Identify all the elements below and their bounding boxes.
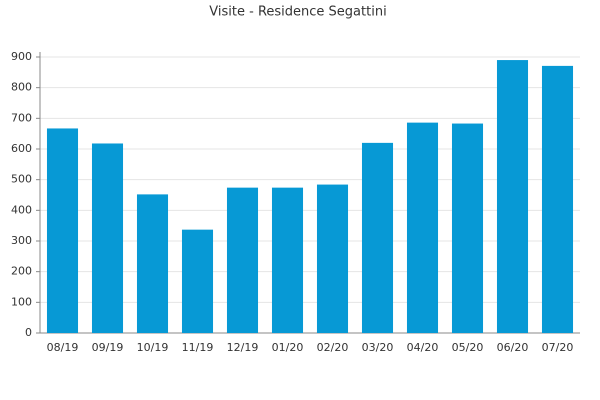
bar — [496, 60, 529, 334]
x-tick-label: 12/19 — [227, 341, 259, 354]
y-tick-label: 400 — [11, 203, 32, 216]
y-tick-label: 500 — [11, 173, 32, 186]
bar — [91, 143, 124, 333]
bar — [136, 194, 169, 333]
x-tick-label: 06/20 — [497, 341, 529, 354]
x-tick-label: 10/19 — [137, 341, 169, 354]
x-tick-label: 05/20 — [452, 341, 484, 354]
y-tick-label: 200 — [11, 265, 32, 278]
bar — [361, 142, 394, 333]
x-tick-label: 11/19 — [182, 341, 214, 354]
y-tick-label: 700 — [11, 111, 32, 124]
x-tick-label: 09/19 — [92, 341, 124, 354]
x-tick-label: 07/20 — [542, 341, 574, 354]
y-tick-label: 900 — [11, 50, 32, 63]
x-tick-label: 04/20 — [407, 341, 439, 354]
bar — [541, 65, 574, 333]
bar — [226, 187, 259, 333]
x-tick-label: 02/20 — [317, 341, 349, 354]
bar — [451, 123, 484, 334]
x-tick-label: 03/20 — [362, 341, 394, 354]
x-tick-label: 01/20 — [272, 341, 304, 354]
bar — [316, 184, 349, 333]
bar — [406, 122, 439, 333]
x-tick-label: 08/19 — [47, 341, 79, 354]
y-tick-label: 0 — [25, 326, 32, 339]
y-tick-label: 800 — [11, 81, 32, 94]
bar — [271, 187, 304, 333]
bar — [181, 229, 214, 333]
y-tick-label: 300 — [11, 234, 32, 247]
y-tick-label: 600 — [11, 142, 32, 155]
y-tick-label: 100 — [11, 295, 32, 308]
bar — [46, 128, 79, 333]
chart-title: Visite - Residence Segattini — [209, 5, 386, 20]
